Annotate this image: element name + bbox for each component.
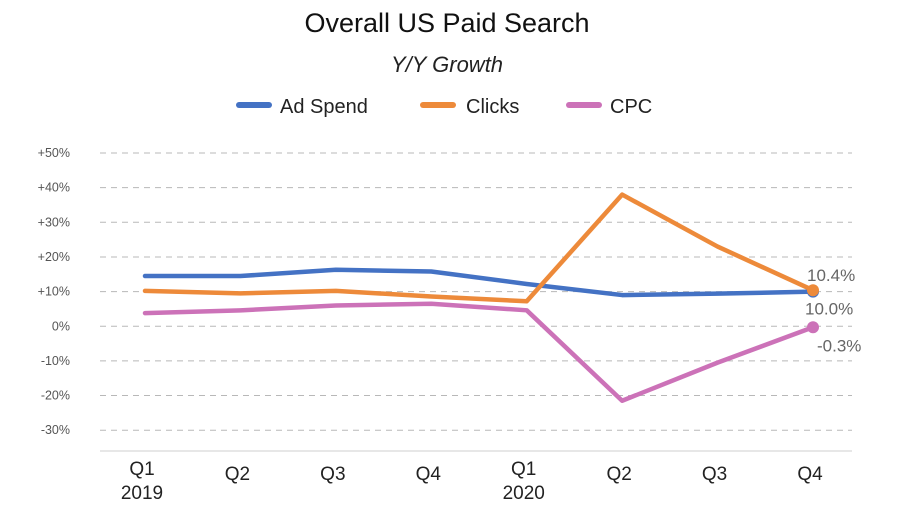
legend-label-ad-spend: Ad Spend bbox=[280, 96, 368, 118]
y-tick-label: -10% bbox=[41, 354, 70, 368]
series-line-ad-spend bbox=[142, 267, 816, 298]
legend-item-clicks: Clicks bbox=[420, 96, 519, 118]
y-tick-label: +40% bbox=[38, 181, 70, 195]
x-axis-ticks: Q1 2019 Q2 Q3 Q4 Q1 2020 Q2 Q3 Q4 bbox=[121, 459, 823, 504]
y-tick-label: +20% bbox=[38, 250, 70, 264]
legend-swatch-ad-spend bbox=[236, 102, 272, 108]
x-tick-label: Q2 bbox=[606, 464, 631, 485]
legend-item-cpc: CPC bbox=[566, 96, 652, 118]
chart-title: Overall US Paid Search bbox=[304, 8, 589, 38]
series-lines bbox=[142, 192, 819, 404]
x-tick-label: Q1 2019 bbox=[121, 459, 163, 504]
y-tick-label: -30% bbox=[41, 423, 70, 437]
y-tick-label: -20% bbox=[41, 389, 70, 403]
legend-swatch-clicks bbox=[420, 102, 456, 108]
end-point-clicks bbox=[807, 284, 819, 297]
x-tick-label: Q1 2020 bbox=[503, 459, 545, 504]
legend-item-ad-spend: Ad Spend bbox=[236, 96, 368, 118]
end-label-cpc: -0.3% bbox=[817, 336, 861, 355]
end-label-ad-spend: 10.0% bbox=[805, 300, 853, 319]
series-line-clicks bbox=[142, 192, 816, 304]
end-labels: 10.0% 10.4% -0.3% bbox=[805, 266, 861, 355]
legend-swatch-cpc bbox=[566, 102, 602, 108]
legend-label-clicks: Clicks bbox=[466, 96, 519, 118]
x-tick-label: Q4 bbox=[416, 464, 442, 485]
end-label-clicks: 10.4% bbox=[807, 266, 855, 285]
legend: Ad Spend Clicks CPC bbox=[236, 96, 652, 118]
y-tick-label: +10% bbox=[38, 285, 70, 299]
gridlines bbox=[100, 152, 852, 431]
chart-subtitle: Y/Y Growth bbox=[391, 52, 503, 77]
y-axis-ticks: +50% +40% +30% +20% +10% 0% -10% -20% -30% bbox=[38, 146, 70, 437]
legend-label-cpc: CPC bbox=[610, 96, 652, 118]
x-tick-label: Q2 bbox=[225, 464, 250, 485]
x-tick-label: Q4 bbox=[797, 464, 823, 485]
x-tick-label: Q3 bbox=[702, 464, 727, 485]
y-tick-label: +30% bbox=[38, 215, 70, 229]
y-tick-label: 0% bbox=[52, 319, 70, 333]
end-point-cpc bbox=[807, 321, 819, 334]
series-line-cpc bbox=[142, 301, 816, 404]
x-tick-label: Q3 bbox=[320, 464, 345, 485]
y-tick-label: +50% bbox=[38, 146, 70, 160]
